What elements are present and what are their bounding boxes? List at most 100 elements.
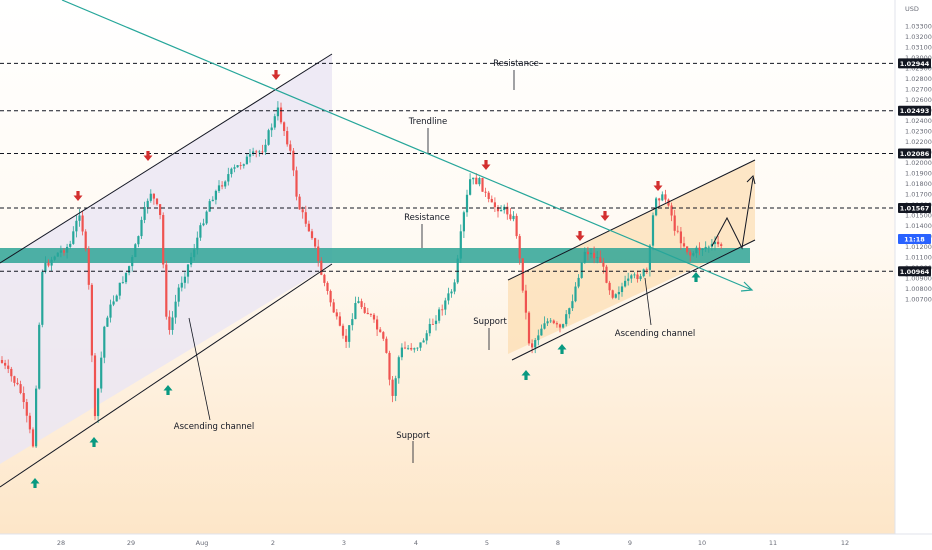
candle-body xyxy=(620,286,624,293)
candles-layer xyxy=(0,101,723,449)
candle-body xyxy=(323,274,326,283)
candle-body xyxy=(267,130,270,145)
candle-body xyxy=(534,340,537,348)
right-channel-upper-line xyxy=(507,159,756,281)
candle-body xyxy=(509,214,512,220)
candle-body xyxy=(583,251,586,263)
price-tick-label: 1.03000 xyxy=(905,54,932,62)
candle-body xyxy=(205,211,208,224)
buy-arrow-stem xyxy=(92,442,96,447)
candle-body xyxy=(239,165,242,166)
candle-body xyxy=(565,314,568,325)
candle-body xyxy=(276,107,279,117)
candle-body xyxy=(0,360,4,363)
candle-body xyxy=(103,326,106,358)
candle-body xyxy=(484,191,487,193)
candle-body xyxy=(515,215,518,237)
candle-body xyxy=(416,347,419,349)
candle-body xyxy=(211,199,214,202)
candle-body xyxy=(546,321,549,324)
candle-body xyxy=(100,357,103,389)
candle-body xyxy=(369,314,372,315)
time-axis[interactable] xyxy=(0,534,895,550)
candle-body xyxy=(376,319,379,330)
candle-body xyxy=(428,323,431,334)
candle-body xyxy=(537,335,540,341)
candle-body xyxy=(593,252,596,259)
candle-body xyxy=(562,324,565,328)
candle-body xyxy=(574,286,577,302)
level-badge-label: 1.01567 xyxy=(900,204,930,212)
current-price-badge xyxy=(898,234,931,244)
candle-body xyxy=(149,193,152,201)
candle-body xyxy=(38,324,41,389)
candle-body xyxy=(227,174,230,182)
candle-body xyxy=(351,319,354,326)
candle-body xyxy=(422,340,425,343)
price-tick-label: 1.03100 xyxy=(905,44,932,52)
candle-body xyxy=(7,365,10,369)
candle-body xyxy=(180,282,183,288)
candle-body xyxy=(298,196,301,210)
buy-arrow-icon xyxy=(557,344,567,350)
candle-body xyxy=(630,275,633,279)
candle-body xyxy=(568,308,571,315)
candle-body xyxy=(72,231,75,244)
candle-body xyxy=(456,258,459,283)
candle-body xyxy=(236,165,239,168)
sell-arrow-icon xyxy=(600,215,610,221)
annotation-support-mid: Support xyxy=(473,317,507,327)
sell-arrow-icon xyxy=(271,74,281,80)
candle-body xyxy=(112,301,115,305)
buy-arrow-icon xyxy=(89,437,99,443)
candle-body xyxy=(258,151,261,153)
candle-body xyxy=(314,238,317,247)
sell-arrow-icon xyxy=(481,164,491,170)
candle-body xyxy=(270,127,273,131)
candle-body xyxy=(577,277,580,287)
sell-arrow-stem xyxy=(76,191,80,196)
level-badge-label: 1.02493 xyxy=(900,107,930,115)
candle-body xyxy=(140,219,143,237)
candle-body xyxy=(124,272,128,283)
projection-path xyxy=(711,177,754,250)
candle-body xyxy=(469,179,472,195)
candle-body xyxy=(186,264,190,277)
candle-body xyxy=(354,303,357,320)
candle-body xyxy=(90,284,93,356)
buy-arrow-stem xyxy=(166,390,170,395)
candle-body xyxy=(382,332,385,339)
candle-body xyxy=(388,352,391,380)
pointer-ascending-left xyxy=(188,317,211,421)
candle-body xyxy=(59,250,62,253)
candle-body xyxy=(698,247,701,251)
price-tick-label: 1.00800 xyxy=(905,285,932,293)
price-tick-label: 1.03200 xyxy=(905,33,932,41)
price-tick-label: 1.02800 xyxy=(905,75,932,83)
price-tick-label: 1.00900 xyxy=(905,275,932,283)
candle-body xyxy=(679,231,682,244)
candle-body xyxy=(81,215,84,232)
candle-body xyxy=(292,150,295,171)
candle-body xyxy=(320,260,323,275)
candle-body xyxy=(214,190,217,200)
sell-arrow-icon xyxy=(575,235,585,241)
candle-body xyxy=(56,252,59,257)
candle-body xyxy=(193,249,196,258)
candle-body xyxy=(540,328,543,336)
time-tick-label: 28 xyxy=(57,539,65,547)
candle-body xyxy=(84,231,87,249)
price-tick-label: 1.01800 xyxy=(905,180,932,188)
candle-body xyxy=(283,122,286,132)
price-tick-label: 1.02400 xyxy=(905,117,932,125)
candle-body xyxy=(217,185,221,191)
candle-body xyxy=(704,246,707,250)
candle-body xyxy=(183,276,186,283)
time-tick-label: 4 xyxy=(414,539,418,547)
candle-body xyxy=(177,287,180,302)
sell-arrow-stem xyxy=(578,231,582,236)
sell-arrow-stem xyxy=(603,211,607,216)
candle-body xyxy=(586,251,589,255)
candle-body xyxy=(676,230,679,232)
